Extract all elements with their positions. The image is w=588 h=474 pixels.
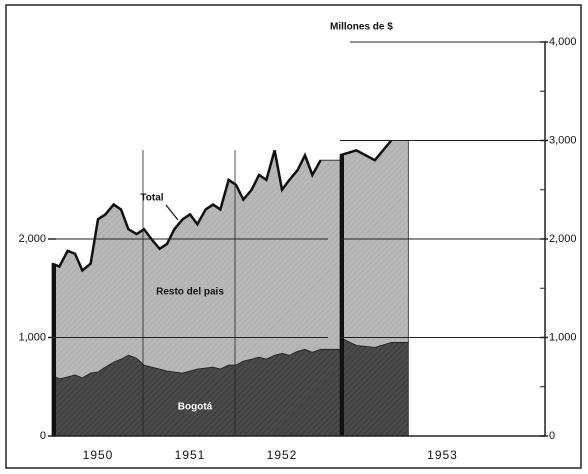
total-line (339, 139, 393, 162)
y2-tick-label: 1,000 (549, 331, 577, 343)
annotation-arrow (165, 204, 179, 221)
y-tick-label: 1,000 (18, 331, 46, 343)
area-texture (52, 150, 344, 379)
y2-tick-label: 2,000 (549, 233, 577, 245)
x-tick-label: 1953 (427, 448, 458, 462)
area-texture (52, 349, 344, 436)
y2-tick-label: 3,000 (549, 134, 577, 146)
plot-area (51, 139, 409, 437)
x-tick-label: 1952 (267, 448, 298, 462)
panel-edge (52, 263, 56, 436)
series-label: Bogotá (178, 402, 213, 413)
frame (5, 4, 582, 469)
axis-title: Millones de $ (330, 22, 393, 33)
y-tick-label: 2,000 (18, 233, 46, 245)
total-line (51, 150, 322, 273)
area-texture (340, 337, 409, 436)
area-texture (340, 140, 409, 348)
y2-tick-label: 4,000 (549, 36, 577, 48)
x-tick-label: 1950 (83, 448, 114, 462)
y2-tick-label: 0 (549, 430, 555, 442)
annotation: Total (140, 193, 163, 204)
panel-edge (340, 155, 344, 436)
series-label: Resto del pais (156, 287, 224, 298)
x-tick-label: 1951 (175, 448, 206, 462)
y-tick-label: 0 (40, 430, 46, 442)
